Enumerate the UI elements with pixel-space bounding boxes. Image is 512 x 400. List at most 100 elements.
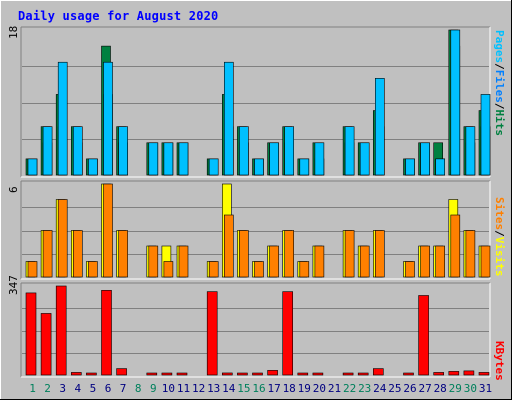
bar-pages	[88, 158, 98, 176]
bar-pages	[284, 126, 295, 176]
bar-kbytes	[357, 372, 369, 376]
x-tick-label: 14	[222, 382, 236, 395]
bar-pages	[374, 78, 385, 176]
bar-kbytes	[297, 372, 309, 376]
bar-kbytes	[463, 370, 475, 376]
x-tick-label: 12	[192, 382, 205, 395]
bar-sites	[405, 261, 415, 278]
bar-sites	[163, 261, 174, 278]
x-tick-label: 9	[150, 382, 157, 395]
bar-sites	[239, 230, 249, 278]
x-tick-label: 24	[373, 382, 387, 395]
x-tick-label: 17	[267, 382, 280, 395]
bar-kbytes	[222, 372, 233, 376]
x-tick-label: 15	[237, 382, 250, 395]
bar-pages	[299, 158, 310, 176]
x-tick-label: 30	[464, 382, 477, 395]
bar-sites	[208, 261, 219, 278]
bar-kbytes	[267, 370, 278, 376]
x-tick-label: 3	[59, 382, 66, 395]
x-tick-label: 29	[449, 382, 462, 395]
bar-pages	[405, 158, 415, 176]
bar-pages	[314, 142, 325, 176]
bar-kbytes	[418, 295, 429, 376]
x-tick-label: 13	[207, 382, 220, 395]
bar-sites	[269, 245, 279, 278]
bar-pages	[269, 142, 279, 176]
bar-sites	[314, 245, 325, 278]
bar-kbytes	[40, 313, 52, 376]
x-tick-label: 22	[343, 382, 356, 395]
bar-pages	[435, 158, 446, 176]
bar-kbytes	[55, 285, 67, 376]
bar-pages	[344, 126, 355, 176]
bar-sites	[27, 261, 38, 278]
x-tick-label: 1	[29, 382, 36, 395]
bar-sites	[299, 261, 310, 278]
bar-pages	[118, 126, 128, 176]
bar-sites	[103, 183, 113, 278]
x-tick-label: 16	[252, 382, 265, 395]
bar-kbytes	[403, 372, 414, 376]
bar-kbytes	[448, 371, 460, 376]
bar-pages	[178, 142, 189, 176]
x-tick-label: 11	[177, 382, 190, 395]
x-tick-label: 21	[328, 382, 341, 395]
bar-sites	[148, 245, 159, 278]
bar-pages	[148, 142, 159, 176]
bar-pages	[465, 126, 476, 176]
bar-sites	[450, 214, 461, 278]
bar-sites	[359, 245, 370, 278]
bar-kbytes	[71, 372, 82, 376]
bar-kbytes	[161, 372, 173, 376]
bar-kbytes	[372, 368, 384, 376]
bar-kbytes	[282, 291, 294, 376]
bar-sites	[118, 230, 128, 278]
x-tick-label: 10	[162, 382, 175, 395]
bar-sites	[284, 230, 295, 278]
bar-pages	[224, 61, 234, 176]
bar-kbytes	[206, 291, 218, 376]
bar-kbytes	[342, 372, 354, 376]
x-tick-label: 4	[74, 382, 81, 395]
bar-pages	[73, 126, 83, 176]
bar-sites	[435, 245, 446, 278]
x-tick-label: 2	[44, 382, 51, 395]
x-tick-label: 19	[298, 382, 311, 395]
bar-sites	[465, 230, 476, 278]
bar-kbytes	[146, 372, 158, 376]
bar-sites	[254, 261, 264, 278]
bar-pages	[27, 158, 38, 176]
bar-pages	[208, 158, 219, 176]
bar-kbytes	[86, 372, 97, 376]
x-tick-label: 18	[283, 382, 296, 395]
bar-sites	[224, 214, 234, 278]
bar-sites	[73, 230, 83, 278]
x-tick-label: 31	[479, 382, 492, 395]
bar-pages	[239, 126, 249, 176]
bar-pages	[480, 94, 491, 176]
bar-sites	[420, 245, 430, 278]
bar-pages	[254, 158, 264, 176]
bar-kbytes	[116, 368, 127, 376]
bar-kbytes	[25, 292, 37, 376]
chart-title: Daily usage for August 2020	[18, 9, 219, 23]
bar-sites	[344, 230, 355, 278]
bar-pages	[420, 142, 430, 176]
bar-sites	[480, 245, 491, 278]
bar-sites	[42, 230, 53, 278]
bar-pages	[103, 61, 113, 176]
bar-kbytes	[252, 372, 263, 376]
bar-pages	[57, 61, 68, 176]
bar-pages	[42, 126, 53, 176]
x-tick-label: 27	[418, 382, 431, 395]
bar-kbytes	[478, 372, 490, 376]
x-tick-label: 25	[388, 382, 401, 395]
bar-pages	[359, 142, 370, 176]
x-tick-label: 6	[105, 382, 112, 395]
x-tick-label: 28	[434, 382, 447, 395]
x-tick-label: 8	[135, 382, 142, 395]
